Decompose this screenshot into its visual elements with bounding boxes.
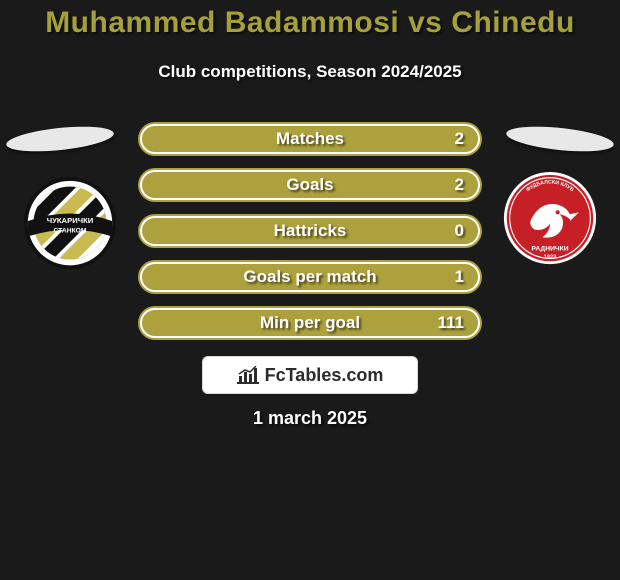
stat-row: Goals2	[138, 168, 482, 202]
svg-text:РАДНИЧКИ: РАДНИЧКИ	[531, 246, 568, 253]
page-title: Muhammed Badammosi vs Chinedu	[0, 6, 620, 40]
left-club-crest: ЧУКАРИЧКИ СТАНКОМ	[20, 177, 120, 273]
stat-label: Min per goal	[142, 313, 478, 333]
stat-value: 111	[438, 313, 465, 333]
right-player-placeholder	[505, 122, 615, 155]
stat-label: Goals per match	[142, 267, 478, 287]
footer-date: 1 march 2025	[0, 408, 620, 429]
stat-row: Min per goal111	[138, 306, 482, 340]
brand-text: FcTables.com	[265, 365, 384, 386]
brand-badge: FcTables.com	[202, 356, 418, 394]
svg-text:СТАНКОМ: СТАНКОМ	[54, 228, 87, 235]
stat-row: Matches2	[138, 122, 482, 156]
svg-text:ЧУКАРИЧКИ: ЧУКАРИЧКИ	[47, 216, 94, 225]
page-subtitle: Club competitions, Season 2024/2025	[0, 62, 620, 82]
stat-label: Matches	[142, 129, 478, 149]
bar-chart-icon	[237, 366, 259, 384]
stat-label: Hattricks	[142, 221, 478, 241]
stat-value: 0	[455, 221, 464, 241]
svg-text:1923: 1923	[544, 254, 557, 260]
stat-value: 2	[455, 175, 464, 195]
stat-row: Goals per match1	[138, 260, 482, 294]
stat-value: 1	[455, 267, 464, 287]
left-player-placeholder	[5, 122, 115, 155]
stat-value: 2	[455, 129, 464, 149]
right-club-crest: ФУДБАЛСКИ КЛУБ РАДНИЧКИ 1923	[500, 172, 600, 268]
stat-row: Hattricks0	[138, 214, 482, 248]
stat-label: Goals	[142, 175, 478, 195]
